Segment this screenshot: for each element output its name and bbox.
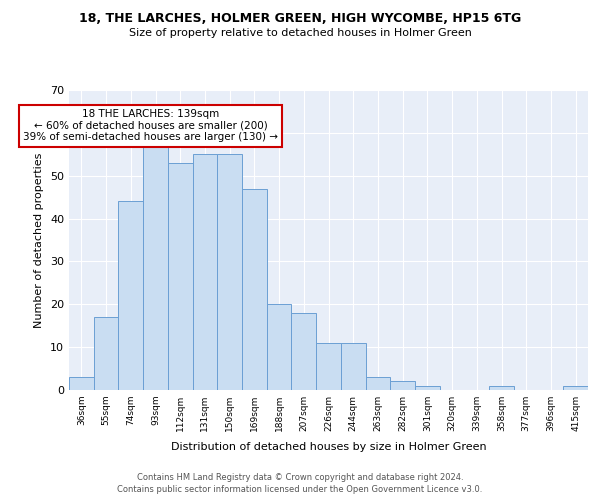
Bar (193, 154, 217, 390)
Text: Size of property relative to detached houses in Holmer Green: Size of property relative to detached ho… (128, 28, 472, 38)
Bar (242, 188, 267, 390)
Text: Distribution of detached houses by size in Holmer Green: Distribution of detached houses by size … (171, 442, 487, 452)
Text: Contains HM Land Registry data © Crown copyright and database right 2024.: Contains HM Land Registry data © Crown c… (137, 472, 463, 482)
Bar (143, 146, 168, 390)
Bar (341, 343, 365, 390)
Text: 18, THE LARCHES, HOLMER GREEN, HIGH WYCOMBE, HP15 6TG: 18, THE LARCHES, HOLMER GREEN, HIGH WYCO… (79, 12, 521, 26)
Bar (365, 377, 390, 390)
Text: Contains public sector information licensed under the Open Government Licence v3: Contains public sector information licen… (118, 485, 482, 494)
Bar (118, 202, 143, 390)
Bar (415, 386, 440, 390)
Bar (316, 343, 341, 390)
Bar (94, 317, 118, 390)
Bar (69, 377, 94, 390)
Y-axis label: Number of detached properties: Number of detached properties (34, 152, 44, 328)
Bar (217, 154, 242, 390)
Bar (563, 386, 588, 390)
Bar (390, 382, 415, 390)
Bar (292, 313, 316, 390)
Bar (489, 386, 514, 390)
Text: 18 THE LARCHES: 139sqm
← 60% of detached houses are smaller (200)
39% of semi-de: 18 THE LARCHES: 139sqm ← 60% of detached… (23, 110, 278, 142)
Bar (168, 163, 193, 390)
Bar (267, 304, 292, 390)
